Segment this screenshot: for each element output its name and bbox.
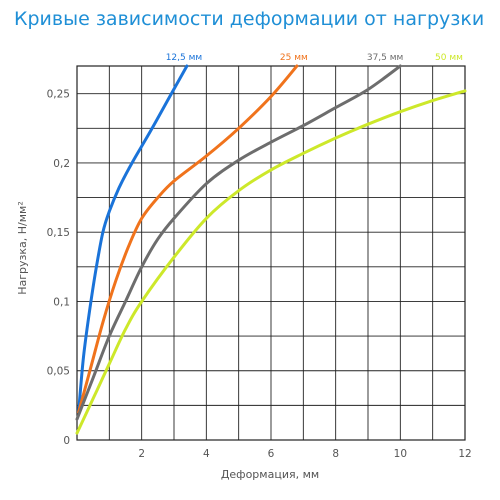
- y-axis-label: Нагрузка, Н/мм²: [16, 201, 29, 295]
- series-label-0: 12,5 мм: [166, 53, 202, 63]
- series-label-1: 25 мм: [280, 53, 308, 63]
- x-axis-label: Деформация, мм: [221, 468, 319, 481]
- series-line-0: [77, 64, 189, 414]
- chart-title: Кривые зависимости деформации от нагрузк…: [14, 8, 485, 30]
- y-tick-label: 0,1: [53, 296, 70, 308]
- x-tick-label: 6: [268, 448, 275, 460]
- y-tick-label: 0,15: [47, 227, 70, 239]
- plot-border: [76, 65, 466, 441]
- series-lines: [75, 64, 467, 435]
- y-tick-label: 0,05: [47, 366, 70, 378]
- series-labels: 12,5 мм 25 мм 37,5 мм 50 мм: [166, 53, 463, 63]
- series-line-2: [75, 64, 402, 421]
- y-tick-label: 0: [63, 435, 70, 447]
- y-tick-label: 0,2: [53, 158, 70, 170]
- series-label-3: 50 мм: [435, 53, 463, 63]
- x-tick-label: 2: [138, 448, 145, 460]
- chart-grid: [77, 66, 465, 440]
- x-tick-label: 12: [458, 448, 471, 460]
- series-label-2: 37,5 мм: [367, 53, 403, 63]
- series-line-1: [77, 64, 299, 414]
- plot-frame: [76, 65, 466, 441]
- y-tick-label: 0,25: [47, 89, 70, 101]
- x-tick-label: 10: [394, 448, 407, 460]
- x-tick-label: 4: [203, 448, 210, 460]
- series-line-3: [75, 89, 467, 435]
- tick-labels: 2 4 6 8 10 12 0 0,05 0,1 0,15 0,2 0,25: [47, 89, 472, 460]
- x-tick-label: 8: [332, 448, 339, 460]
